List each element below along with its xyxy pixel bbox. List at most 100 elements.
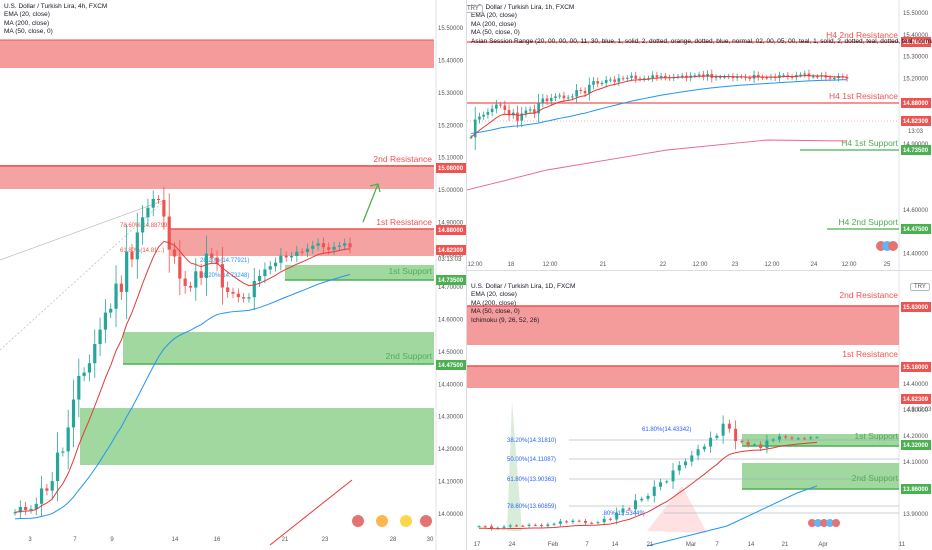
candle-1h-body: [579, 90, 583, 92]
candle-1h-body: [634, 75, 638, 79]
sup1-zone: [285, 265, 434, 280]
candle-4h-body: [247, 297, 251, 299]
x-tick-label: 12:00: [467, 262, 483, 268]
level-tag-3-bg: [901, 224, 931, 234]
level-tag-2-bg: [436, 275, 466, 285]
x-tick-label: 30: [427, 537, 434, 543]
candle-1h-body: [807, 73, 811, 77]
ichimoku-cloud: [507, 401, 522, 531]
level-tag-3-bg: [436, 360, 466, 370]
x-tick-label: 14: [748, 542, 755, 548]
price-countdown: 03:13:03: [438, 257, 462, 263]
x-tick-label: 11: [899, 542, 906, 548]
candle-1d-body: [558, 521, 562, 524]
candle-1h-body: [613, 79, 616, 82]
candle-1h-body: [786, 75, 790, 77]
candle-1d-body: [627, 508, 631, 510]
candle-4h-body: [141, 217, 145, 233]
candle-4h-body: [34, 503, 38, 509]
y-tick-label: 14.20000: [903, 434, 929, 440]
target-arrow-head: [369, 183, 381, 193]
candle-4h-body: [162, 200, 166, 217]
event-flag-icon: [820, 519, 828, 527]
fib-label-1: 61.80%(14.81...): [120, 248, 164, 254]
candle-4h-body: [332, 246, 336, 250]
candle-4h-body: [348, 243, 352, 248]
candle-4h-body: [172, 249, 177, 257]
x-tick-label: 12:00: [841, 262, 857, 268]
candle-1d-body: [502, 526, 506, 528]
candle-1d-body: [709, 437, 713, 447]
candle-1d-body: [771, 439, 775, 441]
x-tick-label: 7: [73, 537, 77, 543]
candle-1h-body: [604, 79, 608, 84]
x-tick-label: Apr: [818, 542, 827, 548]
candle-1d-body: [759, 444, 763, 448]
y-tick-label: 14.40000: [438, 382, 464, 388]
chart-4h-ma200: MA (200, close): [4, 19, 50, 27]
candle-1d-body: [483, 526, 487, 528]
fib-label-1: 38.20%(14.31810): [507, 438, 556, 444]
chart-1d[interactable]: 14.4000014.3000014.2000014.1000014.00000…: [467, 271, 932, 550]
chart-4h-ema: EMA (20, close): [4, 11, 50, 19]
candle-1h-body: [478, 116, 481, 120]
candle-1d-body: [696, 449, 700, 456]
y-tick-label: 15.20000: [903, 77, 929, 83]
currency-badge[interactable]: TRY: [467, 5, 483, 13]
price-countdown: 18:13:03: [908, 407, 932, 413]
level-tag-0: 15.83000: [903, 305, 929, 311]
chart-1d-canvas[interactable]: 14.4000014.3000014.2000014.1000014.00000…: [467, 271, 932, 550]
chart-1h-legend: U.S. Dollar / Turkish Lira, 1h, FXCM EMA…: [471, 4, 932, 46]
y-tick-label: 15.40000: [438, 59, 464, 65]
event-flag-icon: [400, 515, 412, 527]
candle-4h-body: [39, 488, 44, 504]
level-label-1: 1st Resistance: [376, 217, 432, 227]
candle-1h-body: [828, 77, 832, 79]
y-tick-label: 15.40000: [903, 33, 929, 39]
fib-label-2: 50.00%(14.11087): [507, 457, 556, 463]
currency-badge-1d[interactable]: TRY: [910, 283, 930, 291]
x-tick-label: 7: [585, 542, 589, 548]
candle-1d-body: [702, 446, 706, 450]
candle-1d-body: [734, 428, 738, 442]
chart-1h-asian-session: Asian Session Range (20, 00, 00, 00, 11,…: [471, 37, 932, 45]
candle-1d-body: [521, 525, 525, 527]
candle-1h-body: [790, 76, 794, 78]
chart-1d-ichimoku: Ichimoku (9, 26, 52, 26): [471, 316, 540, 324]
chart-1h-canvas[interactable]: 15.5000015.4000015.3000015.2000015.10000…: [467, 0, 932, 270]
candle-1h-body: [693, 75, 697, 77]
level-label-1: H4 1st Resistance: [829, 91, 898, 101]
chart-1d-legend: U.S. Dollar / Turkish Lira, 1D, FXCM EMA…: [471, 283, 575, 325]
candle-1d-body: [577, 520, 581, 522]
y-tick-label: 14.00000: [438, 512, 464, 518]
candle-4h-body: [183, 278, 187, 286]
candle-4h-body: [125, 251, 129, 292]
y-tick-label: 15.20000: [438, 123, 464, 129]
x-tick-label: 18: [508, 262, 515, 268]
candle-1d-body: [571, 520, 575, 523]
res2-zone: [0, 165, 434, 189]
candle-4h-body: [316, 243, 320, 246]
res1-zone: [467, 366, 899, 388]
x-tick-label: 28: [390, 537, 397, 543]
chart-4h-canvas[interactable]: 15.50000 15.40000 15.30000 15.20000 15.10000…: [0, 0, 466, 550]
candle-1d-body: [608, 518, 612, 520]
candle-1d-body: [533, 524, 537, 526]
x-tick-label: Mar: [686, 542, 696, 548]
candle-1h-body: [723, 76, 726, 78]
candle-1d-body: [602, 518, 606, 523]
candle-1d-body: [540, 525, 544, 527]
x-tick-label: 24: [811, 262, 818, 268]
candle-1h-body: [638, 78, 642, 80]
candle-1h-body: [490, 108, 494, 113]
chart-1h[interactable]: 15.5000015.4000015.3000015.2000015.10000…: [467, 0, 932, 271]
candle-4h-body: [295, 251, 299, 257]
event-flag-icon: [832, 519, 840, 527]
x-tick-label: 12:00: [764, 262, 780, 268]
sup2-zone: [123, 332, 434, 364]
candle-4h-body: [199, 271, 203, 278]
x-tick-label: 7: [715, 542, 719, 548]
candle-4h-body: [24, 506, 28, 510]
chart-4h[interactable]: 15.50000 15.40000 15.30000 15.20000 15.10000…: [0, 0, 467, 550]
candle-4h-body: [178, 256, 182, 279]
